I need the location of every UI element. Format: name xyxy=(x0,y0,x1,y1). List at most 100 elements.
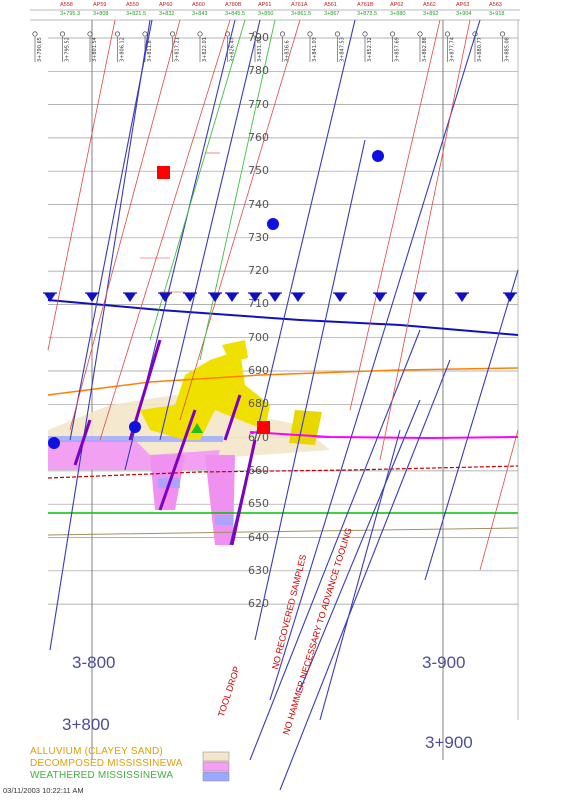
boring-head-icon xyxy=(362,31,368,37)
header-sample-id: A780B xyxy=(225,2,242,8)
boring-head-label: 3+801.54 xyxy=(92,37,98,62)
elevation-tick-label: 740 xyxy=(248,197,269,211)
elevation-tick-label: 620 xyxy=(248,597,269,611)
water-table-icon xyxy=(209,293,221,302)
header-station: 3+867 xyxy=(324,11,340,17)
elevation-tick-label: 750 xyxy=(248,164,269,178)
elevation-tick-label: 700 xyxy=(248,330,269,344)
green-boring-line xyxy=(149,19,246,341)
boring-head-label: 3+817.21 xyxy=(175,37,181,62)
boring-head-label: 3+806.12 xyxy=(120,37,126,62)
header-station: 3+861.5 xyxy=(291,11,312,17)
header-station: 3+850 xyxy=(258,11,274,17)
orange-line xyxy=(47,367,519,396)
boring-header-ticks: 3+790.65 3+795.52 3+801.54 3+806.12 3+811.8 3… xyxy=(32,31,511,62)
boring-head-label: 3+831.03 xyxy=(257,37,263,62)
header-sample-id: A561 xyxy=(324,2,337,8)
header-sample-id: AP60 xyxy=(159,2,173,8)
water-table-line xyxy=(47,299,519,336)
yellow-fill-main xyxy=(140,350,270,440)
boring-head-icon xyxy=(115,31,121,37)
header-station: 3+918 xyxy=(489,11,505,17)
water-table-icon xyxy=(44,293,56,302)
boring-line xyxy=(299,399,421,691)
red-boring-line xyxy=(179,19,301,421)
elevation-tick-label: 730 xyxy=(248,230,269,244)
blue-circle-marker xyxy=(48,437,60,449)
print-timestamp: 03/11/2003 10:22:11 AM xyxy=(3,786,84,795)
boring-traces xyxy=(47,19,519,791)
boring-head-label: 3+877.74 xyxy=(450,37,456,62)
boring-head-label: 3+847.53 xyxy=(340,37,346,62)
boring-head-label: 3+790.65 xyxy=(37,37,43,62)
elevation-tick-label: 650 xyxy=(248,497,269,511)
sample-markers xyxy=(48,150,384,449)
legend-decomposed: DECOMPOSED MISSISSINEWA xyxy=(30,758,183,769)
header-sample-id: A560 xyxy=(192,2,205,8)
red-boring-line xyxy=(479,429,519,571)
header-sample-id: A562 xyxy=(423,2,436,8)
elevation-tick-label: 630 xyxy=(248,563,269,577)
red-boring-line xyxy=(379,19,471,461)
header-sample-id: A761B xyxy=(357,2,374,8)
station-label-lower-right: 3+900 xyxy=(425,733,473,752)
water-table-markers xyxy=(43,292,517,302)
blue-circle-marker xyxy=(267,218,279,230)
red-square-marker xyxy=(257,421,270,434)
water-table-icon xyxy=(269,293,281,302)
boring-head-label: 3+857.69 xyxy=(395,37,401,62)
header-station: 3+904 xyxy=(456,11,472,17)
water-table-icon xyxy=(292,293,304,302)
water-table-icon xyxy=(504,293,516,302)
boring-line xyxy=(424,269,519,581)
red-boring-line xyxy=(47,19,116,351)
legend-alluvium: ALLUVIUM (CLAYEY SAND) xyxy=(30,746,163,757)
header-sample-id: AP61 xyxy=(258,2,272,8)
boring-head-icon xyxy=(59,31,65,37)
header-station: 3+892 xyxy=(423,11,439,17)
elevation-tick-label: 680 xyxy=(248,397,269,411)
small-callouts xyxy=(140,152,220,293)
boring-head-label: 3+822.01 xyxy=(202,37,208,62)
red-boring-line xyxy=(349,19,441,411)
header-station: 3+808 xyxy=(93,11,109,17)
boring-head-icon xyxy=(170,31,176,37)
boring-head-label: 3+811.8 xyxy=(147,40,153,62)
header-station: 3+845.5 xyxy=(225,11,246,17)
header-station: 3+873.5 xyxy=(357,11,378,17)
elevation-tick-label: 780 xyxy=(248,64,269,78)
boring-head-icon xyxy=(389,31,395,37)
boring-head-icon xyxy=(334,31,340,37)
boring-line xyxy=(269,19,481,701)
dark-red-line xyxy=(47,465,519,479)
header-sample-id: A563 xyxy=(489,2,502,8)
header-station: 3+832 xyxy=(159,11,175,17)
red-square-marker xyxy=(157,166,170,179)
green-boring-line xyxy=(199,19,276,361)
header-station: 3+880 xyxy=(390,11,406,17)
elevation-gridlines xyxy=(48,37,518,605)
boring-head-label: 3+885.08 xyxy=(505,37,511,62)
magenta-line xyxy=(249,431,519,440)
boring-line xyxy=(49,19,151,651)
station-label-lower-left: 3+800 xyxy=(62,715,110,734)
elevation-tick-label: 760 xyxy=(248,130,269,144)
station-label-upper-right: 3-900 xyxy=(422,653,466,672)
header-sample-id: A559 xyxy=(126,2,139,8)
green-triangle-marker xyxy=(191,423,203,433)
boring-head-icon xyxy=(142,31,148,37)
water-table-icon xyxy=(414,293,426,302)
boring-line xyxy=(69,19,153,441)
header-station: 3+843 xyxy=(192,11,208,17)
elevation-tick-label: 640 xyxy=(248,530,269,544)
water-table-icon xyxy=(226,293,238,302)
blue-circle-marker xyxy=(129,421,141,433)
elevation-tick-label: 690 xyxy=(248,364,269,377)
boring-head-icon xyxy=(197,31,203,37)
boring-head-label: 3+852.32 xyxy=(367,37,373,62)
boring-head-label: 3+841.03 xyxy=(312,37,318,62)
header-station: 3+795.3 xyxy=(60,11,81,17)
yellow-fill-top xyxy=(222,340,248,362)
elevation-tick-label: 670 xyxy=(248,430,269,444)
